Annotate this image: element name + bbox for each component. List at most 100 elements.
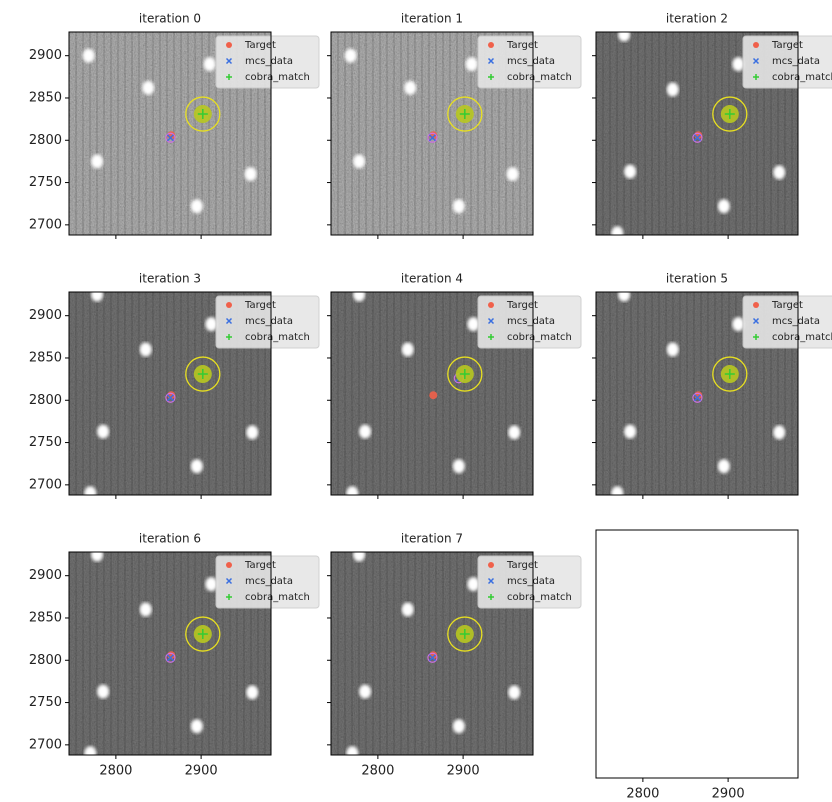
mcs-ring — [692, 132, 703, 143]
mcs-ring — [692, 392, 703, 403]
mcs-marker — [166, 654, 174, 662]
star-spot — [452, 199, 465, 214]
match-ring — [712, 96, 748, 132]
star-spot — [346, 486, 359, 495]
star-spot — [91, 292, 104, 302]
match-marker — [197, 109, 208, 120]
markers — [165, 96, 221, 143]
mcs-marker — [693, 394, 701, 402]
star-spot — [467, 317, 480, 332]
y-tick-label: 2800 — [29, 653, 62, 668]
y-tick-label: 2900 — [29, 48, 62, 63]
markers — [427, 616, 483, 663]
legend-box — [215, 295, 320, 349]
legend-label: mcs_data — [507, 56, 555, 67]
legend-marker — [225, 317, 233, 325]
star-spot — [84, 746, 97, 755]
match-marker — [197, 369, 208, 380]
mcs-marker — [166, 394, 174, 402]
axes-frame — [68, 31, 272, 236]
markers — [692, 356, 748, 403]
star-spot — [190, 199, 203, 214]
star-spot — [732, 317, 745, 332]
legend-label: Target — [771, 300, 803, 311]
legend-label: Target — [244, 300, 276, 311]
x-tick-label: 2800 — [361, 764, 394, 779]
star-spot — [97, 684, 110, 699]
target-marker — [429, 391, 438, 400]
star-spot — [91, 552, 104, 562]
star-spot — [97, 424, 110, 439]
match-ring — [447, 616, 483, 652]
legend-label: cobra_match — [772, 72, 832, 83]
star-spot — [246, 685, 259, 700]
legend-box — [215, 35, 320, 89]
legend-label: mcs_data — [245, 576, 293, 587]
legend-marker — [753, 42, 759, 48]
subplot: iteration 4 Target mcs_data cobra_match — [327, 272, 582, 499]
match-ring — [712, 356, 748, 392]
x-tick-label: 2900 — [447, 764, 480, 779]
subplot: iteration 0 2700 2750 2800 2850 2900 Target mcs… — [29, 12, 320, 239]
legend-label: cobra_match — [507, 592, 572, 603]
y-tick-label: 2700 — [29, 477, 62, 492]
legend-marker — [226, 334, 232, 340]
star-spot — [359, 424, 372, 439]
match-ring — [185, 616, 221, 652]
y-tick-label: 2700 — [29, 217, 62, 232]
star-spot — [401, 602, 414, 617]
axes-frame — [595, 291, 799, 496]
star-spot — [353, 552, 366, 562]
star-spot — [190, 459, 203, 474]
y-tick-label: 2850 — [29, 610, 62, 625]
star-spot — [190, 719, 203, 734]
legend-label: cobra_match — [772, 332, 832, 343]
markers — [165, 616, 221, 663]
axes-frame — [68, 551, 272, 756]
subplot-title: iteration 4 — [401, 272, 463, 286]
match-marker — [197, 629, 208, 640]
legend-marker — [752, 57, 760, 65]
subplot-title: iteration 0 — [139, 12, 201, 26]
subplot-title: iteration 6 — [139, 532, 201, 546]
legend-label: mcs_data — [772, 316, 820, 327]
mcs-ring — [165, 652, 176, 663]
star-spot — [139, 342, 152, 357]
star-spot — [452, 459, 465, 474]
markers — [692, 96, 748, 143]
legend-label: mcs_data — [772, 56, 820, 67]
legend-marker — [488, 334, 494, 340]
match-marker — [459, 369, 470, 380]
star-spot — [732, 57, 745, 72]
subplot: iteration 7 Target mcs_data cobra_match 2800… — [327, 532, 582, 779]
legend-marker — [488, 302, 494, 308]
subplot: iteration 3 2700 2750 2800 2850 2900 Target mcs… — [29, 272, 320, 499]
axes-frame — [330, 551, 534, 756]
legend-marker — [487, 577, 495, 585]
star-spot — [139, 602, 152, 617]
star-spot — [506, 167, 519, 182]
star-spot — [91, 154, 104, 169]
star-spot — [244, 167, 257, 182]
star-spot — [624, 164, 637, 179]
star-spot — [611, 486, 624, 495]
axes-frame — [330, 31, 534, 236]
axes-frame — [595, 529, 799, 779]
legend-label: Target — [244, 40, 276, 51]
legend-box — [742, 295, 832, 349]
legend-label: cobra_match — [245, 72, 310, 83]
star-spot — [205, 577, 218, 592]
star-spot — [84, 486, 97, 495]
star-spot — [666, 342, 679, 357]
mcs-marker — [428, 134, 436, 142]
y-tick-label: 2900 — [29, 568, 62, 583]
legend-marker — [226, 302, 232, 308]
y-tick-label: 2900 — [29, 308, 62, 323]
legend-marker — [487, 57, 495, 65]
y-tick-label: 2850 — [29, 90, 62, 105]
star-spot — [353, 292, 366, 302]
match-ring — [185, 96, 221, 132]
mcs-marker — [693, 134, 701, 142]
